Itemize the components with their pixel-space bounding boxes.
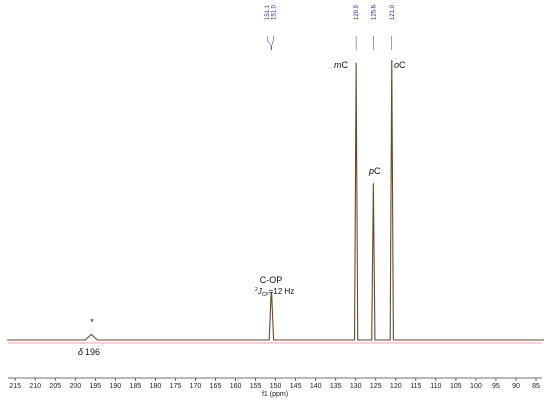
- annotation-italic: p: [368, 166, 374, 176]
- coupling-main: J: [257, 287, 263, 296]
- peak-marker: [271, 36, 274, 50]
- x-tick-label: 215: [9, 383, 21, 390]
- x-tick-label: 210: [29, 383, 41, 390]
- x-tick-label: 125: [370, 383, 382, 390]
- coupling-annotation: 2JCP=12 Hz: [255, 287, 294, 298]
- x-tick-label: 110: [430, 383, 441, 390]
- coupling-sub: CP: [262, 292, 270, 298]
- annotation-text: C: [342, 60, 349, 70]
- x-tick-label: 140: [310, 383, 322, 390]
- peak-label: 151.1: [265, 4, 271, 20]
- x-tick-label: 180: [150, 383, 162, 390]
- x-tick-label: 150: [270, 383, 282, 390]
- x-tick-label: 195: [89, 383, 101, 390]
- peak-annotation: mC: [334, 60, 349, 70]
- coupling-sup: 2: [255, 287, 258, 293]
- coupling-rest: =12 Hz: [269, 287, 295, 296]
- cop-annotation: C-OP: [260, 275, 283, 285]
- x-tick-label: 170: [190, 383, 202, 390]
- peak-label: 151.0: [272, 4, 278, 20]
- delta-symbol: δ: [78, 347, 84, 357]
- x-tick-label: 165: [210, 383, 222, 390]
- peak-annotation: pC: [368, 166, 381, 176]
- x-tick-label: 205: [49, 383, 61, 390]
- annotation-italic: m: [334, 60, 342, 70]
- delta-annotation: δ 196: [78, 347, 100, 357]
- x-tick-label: 85: [532, 383, 540, 390]
- x-tick-label: 160: [230, 383, 242, 390]
- x-tick-label: 190: [110, 383, 122, 390]
- x-tick-label: 135: [330, 383, 342, 390]
- x-tick-label: 155: [250, 383, 262, 390]
- x-tick-label: 175: [170, 383, 182, 390]
- x-tick-label: 100: [470, 383, 482, 390]
- x-tick-label: 115: [410, 383, 421, 390]
- x-tick-label: 90: [512, 383, 520, 390]
- peak-label: 125.6: [371, 4, 377, 20]
- x-axis-label: f1 (ppm): [262, 391, 288, 398]
- star-annotation: *: [90, 317, 94, 327]
- annotation-text: C: [374, 166, 381, 176]
- peak-marker: [266, 36, 272, 50]
- annotation-text: C: [399, 60, 406, 70]
- x-tick-label: 120: [390, 383, 402, 390]
- x-tick-label: 105: [450, 383, 462, 390]
- peak-label: 129.9: [354, 4, 360, 20]
- x-tick-label: 95: [492, 383, 500, 390]
- annotation-italic: o: [394, 60, 399, 70]
- delta-value: 196: [85, 347, 100, 357]
- x-tick-label: 145: [290, 383, 302, 390]
- x-tick-label: 185: [130, 383, 142, 390]
- spectrum-line: [7, 59, 544, 341]
- peak-label: 121.0: [390, 4, 396, 20]
- peak-annotation: oC: [394, 60, 406, 70]
- x-tick-label: 130: [350, 383, 362, 390]
- x-tick-label: 200: [69, 383, 81, 390]
